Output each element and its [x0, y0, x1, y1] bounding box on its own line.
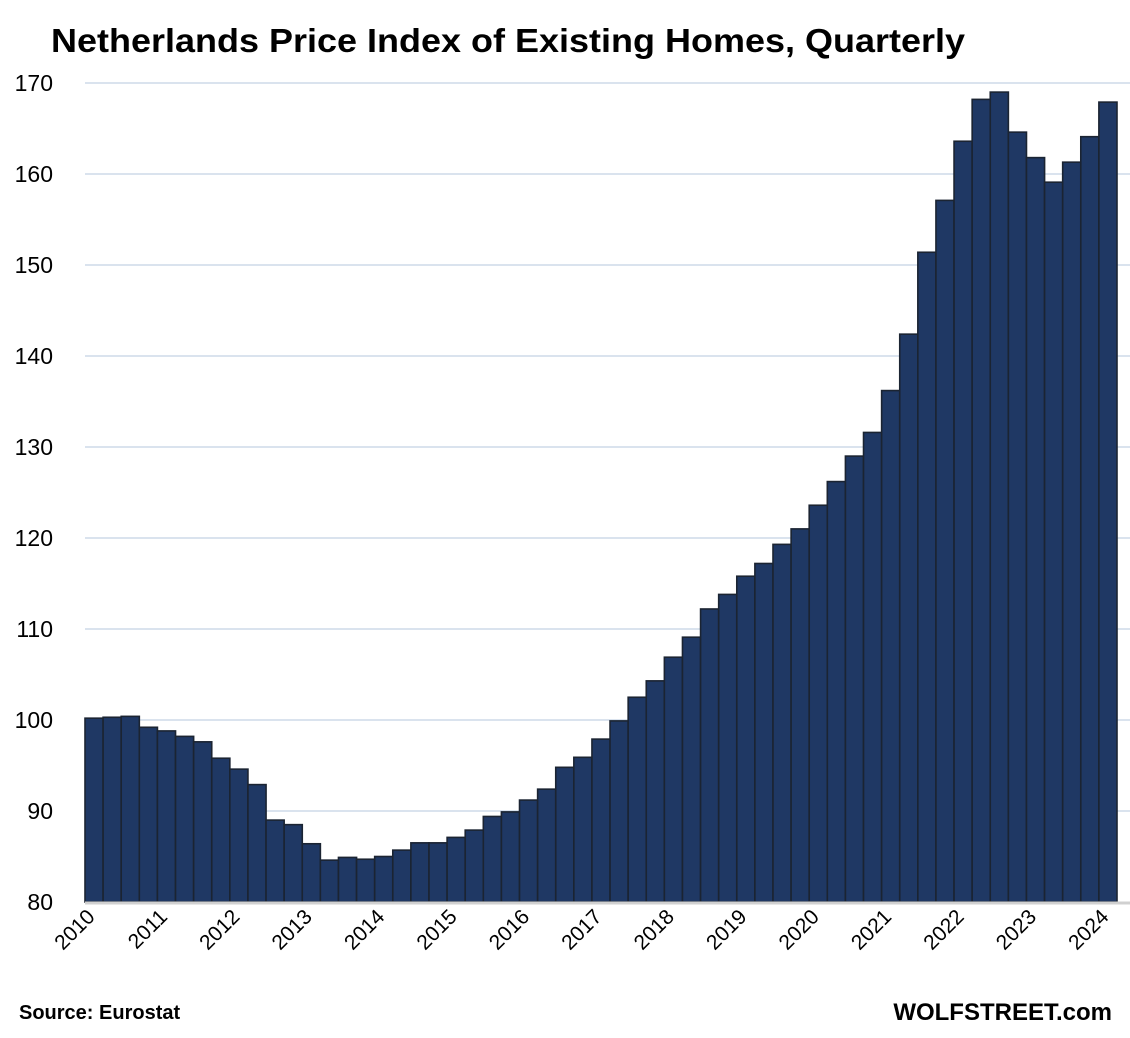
y-tick-label: 110	[16, 616, 53, 642]
x-tick-label: 2023	[992, 905, 1041, 954]
x-tick-label: 2024	[1064, 905, 1114, 955]
bar-2016-q4: 2016 Q4: 95.9	[573, 756, 593, 903]
bar-2010-q2: 2010 Q2: 100.3	[102, 716, 123, 903]
y-axis-tick-labels: 80 90 100 110 120 130 140 150 160 170	[15, 70, 53, 915]
bar-2012-q1: 2012 Q1: 94.6	[229, 768, 249, 903]
bar-2012-q3: 2012 Q3: 89	[265, 819, 285, 903]
bar-2013-q3: 2013 Q3: 84.9	[337, 856, 358, 903]
bar-2019-q4: 2019 Q4: 121	[790, 528, 811, 903]
bar-2019-q3: 2019 Q3: 119.3	[772, 543, 792, 903]
y-tick-label: 130	[15, 434, 53, 460]
y-tick-label: 140	[15, 343, 53, 369]
y-tick-label: 150	[15, 252, 53, 278]
bar-2020-q2: 2020 Q2: 126.2	[826, 480, 847, 903]
bar-2018-q4: 2018 Q4: 113.8	[717, 593, 738, 903]
bar-2023-q4: 2023 Q4: 164.1	[1079, 135, 1100, 903]
x-tick-label: 2016	[485, 905, 534, 954]
bar-2013-q4: 2013 Q4: 84.7	[355, 858, 376, 903]
bar-2017-q3: 2017 Q3: 102.5	[627, 696, 648, 903]
bars: 2010 Q1: 100.22010 Q2: 100.32010 Q3: 100…	[84, 91, 1118, 903]
bar-2018-q2: 2018 Q2: 109.1	[681, 636, 702, 903]
y-tick-label: 170	[15, 70, 53, 96]
x-tick-label: 2010	[50, 905, 99, 954]
bar-2017-q2: 2017 Q2: 99.9	[609, 720, 629, 903]
bar-2016-q2: 2016 Q2: 92.4	[536, 788, 557, 903]
bar-2010-q3: 2010 Q3: 100.4	[120, 715, 141, 903]
bar-2022-q1: 2022 Q1: 163.6	[953, 140, 973, 903]
bar-2021-q1: 2021 Q1: 136.2	[880, 389, 901, 903]
bar-2010-q1: 2010 Q1: 100.2	[84, 717, 104, 903]
bar-2019-q1: 2019 Q1: 115.8	[735, 575, 756, 903]
bar-2015-q3: 2015 Q3: 89.4	[482, 815, 503, 903]
bar-2023-q3: 2023 Q3: 161.3	[1061, 161, 1082, 903]
x-tick-label: 2011	[124, 905, 172, 953]
x-tick-label: 2012	[195, 905, 244, 954]
bar-2017-q1: 2017 Q1: 97.9	[591, 738, 611, 903]
y-tick-label: 120	[15, 525, 53, 551]
bar-2017-q4: 2017 Q4: 104.3	[645, 680, 666, 903]
bar-2011-q2: 2011 Q2: 98.2	[174, 735, 195, 903]
bar-2014-q1: 2014 Q1: 85	[373, 855, 394, 903]
gridlines	[85, 82, 1130, 812]
y-tick-label: 100	[15, 707, 53, 733]
bar-2011-q3: 2011 Q3: 97.6	[192, 741, 213, 903]
y-tick-label: 90	[27, 798, 53, 824]
bar-2016-q1: 2016 Q1: 91.2	[518, 799, 539, 903]
x-tick-label: 2017	[557, 905, 606, 954]
x-tick-label: 2019	[702, 905, 751, 954]
bar-2020-q3: 2020 Q3: 129	[844, 455, 865, 903]
bar-2015-q4: 2015 Q4: 89.9	[500, 811, 521, 903]
bar-2022-q3: 2022 Q3: 169	[989, 91, 1010, 903]
bar-2015-q1: 2015 Q1: 87.1	[446, 836, 467, 903]
x-tick-label: 2018	[630, 905, 679, 954]
chart-title: Netherlands Price Index of Existing Home…	[51, 22, 966, 59]
bar-2016-q3: 2016 Q3: 94.8	[554, 766, 575, 903]
bar-2020-q4: 2020 Q4: 131.6	[862, 431, 883, 903]
bar-2014-q3: 2014 Q3: 86.5	[410, 842, 430, 903]
x-tick-label: 2022	[919, 905, 968, 954]
y-tick-label: 160	[15, 161, 53, 187]
bar-2018-q3: 2018 Q3: 112.2	[699, 608, 720, 903]
bar-2021-q4: 2021 Q4: 157.1	[935, 199, 955, 903]
bar-2022-q4: 2022 Q4: 164.6	[1007, 131, 1028, 903]
bar-2014-q2: 2014 Q2: 85.7	[391, 849, 412, 903]
x-tick-label: 2015	[412, 905, 461, 954]
bar-2013-q2: 2013 Q2: 84.6	[319, 859, 340, 903]
bar-2021-q3: 2021 Q3: 151.4	[917, 251, 937, 903]
x-tick-label: 2021	[847, 905, 896, 954]
x-tick-label: 2020	[775, 905, 824, 954]
y-tick-label: 80	[27, 889, 53, 915]
bar-2018-q1: 2018 Q1: 106.9	[663, 656, 684, 903]
x-tick-label: 2014	[340, 905, 390, 955]
bar-2012-q4: 2012 Q4: 88.5	[283, 823, 304, 903]
bar-2014-q4: 2014 Q4: 86.5	[428, 842, 448, 903]
bar-2012-q2: 2012 Q2: 92.9	[247, 783, 267, 903]
source-note: Source: Eurostat	[19, 1002, 180, 1024]
brand-watermark: WOLFSTREET.com	[893, 999, 1112, 1026]
bar-2011-q1: 2011 Q1: 98.8	[156, 730, 177, 903]
bar-2021-q2: 2021 Q2: 142.4	[898, 333, 919, 903]
bar-2013-q1: 2013 Q1: 86.4	[301, 842, 322, 903]
bar-2020-q1: 2020 Q1: 123.6	[808, 504, 829, 903]
x-tick-label: 2013	[268, 905, 317, 954]
bar-2015-q2: 2015 Q2: 87.9	[464, 829, 485, 903]
bar-2011-q4: 2011 Q4: 95.8	[210, 757, 231, 903]
bar-2024-q1: 2024 Q1: 167.9	[1098, 101, 1118, 903]
x-axis-tick-labels: 2010 2011 2012 2013 2014 2015 2016 2017 2018 2019…	[50, 905, 1113, 955]
bar-2023-q1: 2023 Q1: 161.8	[1025, 156, 1046, 903]
bar-2023-q2: 2023 Q2: 159.1	[1043, 181, 1064, 903]
bar-2022-q2: 2022 Q2: 168.2	[971, 98, 992, 903]
bar-2010-q4: 2010 Q4: 99.2	[138, 726, 159, 903]
bar-2019-q2: 2019 Q2: 117.2	[754, 562, 774, 903]
